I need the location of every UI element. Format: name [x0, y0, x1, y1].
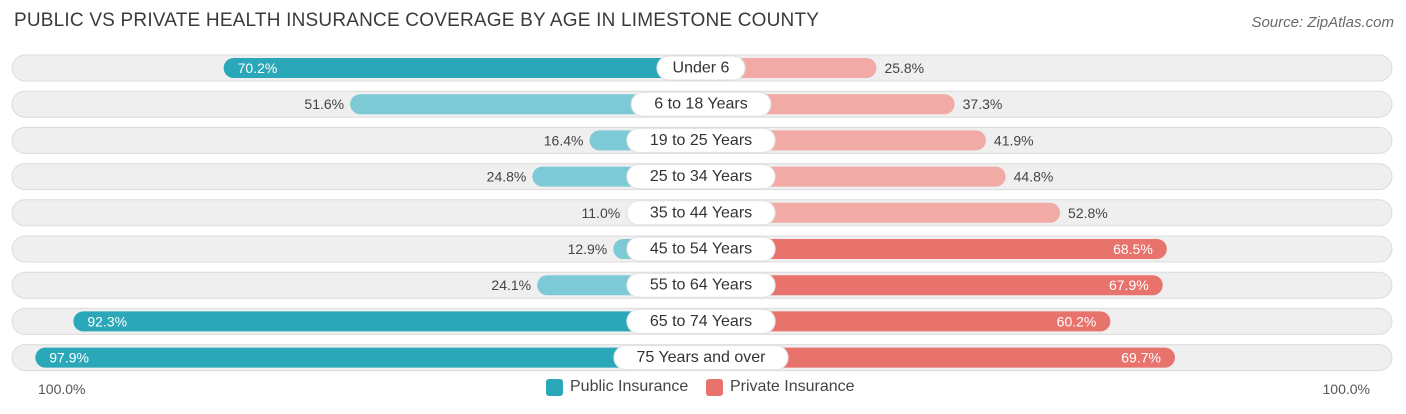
public-bar — [73, 311, 702, 332]
legend-swatch-public — [546, 378, 563, 396]
category-pill — [626, 272, 776, 298]
private-value-label: 25.8% — [884, 60, 924, 76]
public-value-label: 70.2% — [238, 60, 278, 76]
chart-title: PUBLIC VS PRIVATE HEALTH INSURANCE COVER… — [14, 10, 820, 31]
private-bar — [701, 275, 1163, 296]
public-value-label: 92.3% — [87, 313, 127, 329]
legend-swatch-private — [706, 378, 723, 396]
private-value-label: 37.3% — [963, 96, 1003, 112]
category-pill — [656, 55, 746, 81]
private-bar — [701, 166, 1006, 187]
category-pill — [626, 164, 776, 190]
category-label: 65 to 74 Years — [650, 313, 752, 330]
source-label: Source: ZipAtlas.com — [1251, 14, 1394, 31]
private-value-label: 44.8% — [1014, 169, 1054, 185]
legend-label-public: Public Insurance — [570, 378, 689, 395]
category-pill — [626, 200, 776, 226]
private-bar — [701, 311, 1111, 332]
legend: Public Insurance Private Insurance — [0, 378, 1406, 400]
private-value-label: 67.9% — [1109, 277, 1149, 293]
category-label: 45 to 54 Years — [650, 241, 752, 258]
private-value-label: 52.8% — [1068, 205, 1108, 221]
category-label: 75 Years and over — [637, 349, 767, 366]
public-value-label: 12.9% — [568, 241, 608, 257]
private-bar — [701, 58, 877, 78]
private-value-label: 60.2% — [1057, 313, 1097, 329]
category-label: 19 to 25 Years — [650, 132, 752, 149]
public-value-label: 16.4% — [544, 132, 584, 148]
public-bar — [35, 347, 701, 368]
category-pill — [626, 236, 776, 262]
public-value-label: 11.0% — [582, 205, 621, 221]
legend-item-public: Public Insurance — [546, 378, 688, 396]
public-bar — [223, 58, 701, 78]
public-value-label: 51.6% — [304, 96, 344, 112]
category-pill — [613, 345, 789, 371]
category-label: Under 6 — [673, 60, 730, 77]
category-label: 6 to 18 Years — [654, 96, 747, 113]
legend-item-private: Private Insurance — [706, 378, 855, 396]
private-value-label: 69.7% — [1121, 350, 1161, 366]
category-pill — [626, 308, 776, 334]
category-label: 35 to 44 Years — [650, 204, 752, 221]
public-bar — [350, 94, 701, 115]
private-bar — [701, 239, 1167, 259]
private-bar — [701, 202, 1061, 223]
public-value-label: 24.1% — [491, 277, 531, 293]
public-value-label: 24.8% — [487, 169, 527, 185]
private-value-label: 68.5% — [1113, 241, 1153, 257]
category-pill — [630, 91, 772, 117]
private-bar — [701, 347, 1175, 368]
private-value-label: 41.9% — [994, 132, 1034, 148]
category-label: 55 to 64 Years — [650, 277, 752, 294]
category-pill — [626, 127, 776, 153]
legend-label-private: Private Insurance — [730, 378, 855, 395]
axis-left-label: 100.0% — [38, 381, 86, 397]
axis-right-label: 100.0% — [1322, 381, 1370, 397]
category-label: 25 to 34 Years — [650, 168, 752, 185]
public-value-label: 97.9% — [49, 350, 89, 366]
